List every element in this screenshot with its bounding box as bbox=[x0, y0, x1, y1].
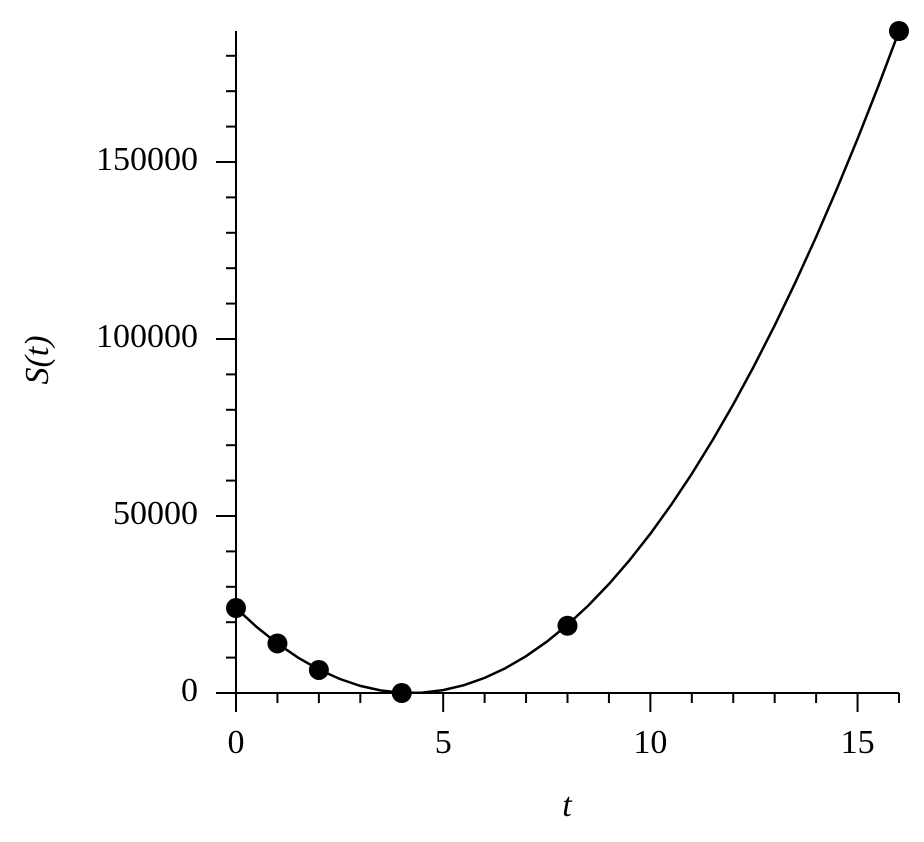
x-tick-label: 5 bbox=[435, 724, 452, 761]
y-tick-label: 150000 bbox=[96, 141, 198, 178]
x-tick-label: 0 bbox=[228, 724, 245, 761]
x-tick-label: 15 bbox=[841, 724, 875, 761]
x-tick-label: 10 bbox=[633, 724, 667, 761]
y-axis-label: S(t) bbox=[19, 335, 56, 384]
data-point bbox=[267, 633, 288, 654]
data-point bbox=[391, 683, 412, 703]
y-tick-label: 100000 bbox=[96, 318, 198, 355]
y-tick-label: 50000 bbox=[113, 495, 198, 532]
fit-curve bbox=[235, 30, 901, 695]
x-axis-label: t bbox=[562, 787, 573, 824]
data-point bbox=[557, 615, 578, 636]
y-tick-label: 0 bbox=[181, 672, 198, 709]
data-point bbox=[308, 659, 329, 680]
data-point bbox=[889, 21, 909, 41]
data-point bbox=[226, 598, 246, 619]
